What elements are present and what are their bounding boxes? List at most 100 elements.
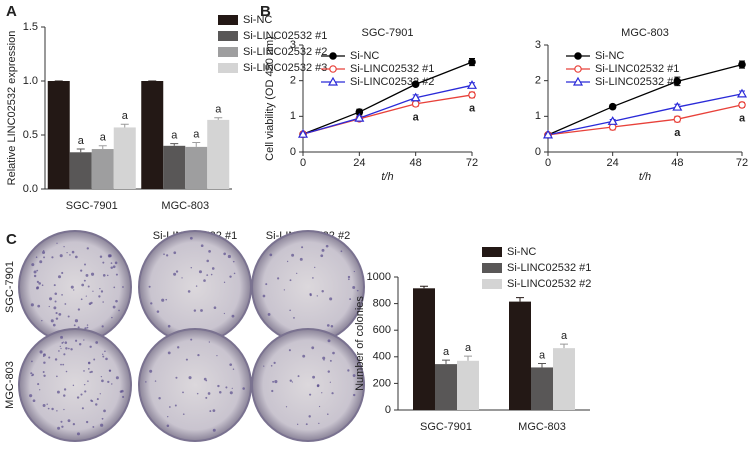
photo-row-label: SGC-7901	[4, 261, 16, 313]
colony-spot	[148, 285, 151, 288]
error-bar	[420, 285, 428, 289]
error-bar	[214, 117, 223, 120]
colony-spot	[165, 298, 168, 301]
legend-label: Si-NC	[595, 50, 624, 62]
colony-spot	[95, 403, 98, 406]
colony-spot	[173, 272, 177, 276]
y-tick-label: 200	[373, 377, 391, 389]
colony-spot	[216, 355, 218, 357]
colony-spot	[114, 261, 118, 265]
colony-spot	[316, 295, 318, 297]
colony-spot	[352, 285, 356, 289]
bar	[47, 81, 70, 189]
colony-spot	[91, 400, 94, 403]
colony-spot	[63, 408, 65, 411]
error-bar	[560, 343, 568, 349]
colony-spot	[163, 253, 165, 256]
colony-spot	[182, 391, 184, 394]
colony-spot	[352, 374, 356, 377]
colony-spot	[57, 426, 61, 430]
colony-spot	[145, 381, 147, 383]
colony-spot	[308, 415, 311, 418]
colony-spot	[86, 326, 89, 329]
y-tick-label: 0.0	[23, 183, 38, 195]
marker	[572, 76, 584, 86]
colony-spot	[100, 290, 104, 293]
colony-spot	[90, 370, 93, 373]
colony-spot	[100, 375, 103, 378]
colony-spot	[54, 300, 57, 303]
colony-spot	[29, 394, 33, 398]
legend-swatch	[482, 279, 502, 289]
colony-spot	[43, 353, 45, 355]
colony-spot	[187, 290, 191, 293]
marker	[354, 112, 365, 122]
x-tick-label: 0	[300, 157, 306, 169]
colony-spot	[288, 349, 291, 352]
colony-spot	[208, 250, 211, 253]
colony-spot	[61, 342, 64, 344]
marker	[574, 52, 582, 60]
colony-spot	[286, 260, 289, 263]
marker	[673, 115, 682, 123]
colony-spot	[61, 293, 63, 296]
colony-spot	[206, 259, 209, 263]
colony-spot	[43, 256, 45, 259]
series-line	[547, 63, 743, 136]
colony-spot	[30, 372, 33, 375]
series-line	[302, 84, 473, 135]
colony-spot	[198, 270, 202, 274]
colony-spot	[329, 359, 332, 362]
legend-label: Si-LINC02532 #1	[243, 30, 327, 42]
x-tick-label: 72	[736, 157, 748, 169]
colony-spot	[102, 274, 106, 277]
marker	[736, 88, 748, 98]
colony-spot	[102, 261, 105, 264]
x-tick-label: MGC-803	[161, 200, 209, 212]
colony-spot	[161, 298, 165, 302]
colony-spot	[54, 292, 58, 295]
colony-spot	[347, 278, 350, 281]
colony-spot	[60, 347, 62, 350]
x-tick-label: SGC-7901	[66, 200, 118, 212]
y-tick-label: 0.5	[23, 129, 38, 141]
marker	[607, 116, 618, 125]
marker	[410, 92, 421, 102]
colony-spot	[41, 319, 43, 322]
bar	[509, 301, 531, 410]
colony-spot	[67, 419, 71, 423]
y-tick-label: 2	[535, 75, 541, 87]
colony-spot	[327, 413, 329, 415]
marker	[329, 52, 337, 60]
colony-spot	[200, 309, 203, 312]
colony-spot	[219, 391, 222, 394]
colony-spot	[291, 381, 294, 383]
colony-spot	[316, 384, 320, 388]
colony-spot	[92, 425, 95, 428]
error-bar	[464, 355, 472, 361]
marker	[468, 58, 476, 66]
colony-spot	[70, 285, 74, 289]
colony-spot	[84, 263, 86, 266]
colony-spot	[189, 236, 193, 240]
colony-spot	[74, 319, 79, 323]
colony-spot	[48, 356, 51, 359]
colony-spot	[325, 244, 329, 248]
colony-spot	[101, 379, 104, 383]
colony-spot	[113, 286, 116, 289]
colony-spot	[42, 371, 45, 374]
chart-title: SGC-7901	[362, 27, 414, 39]
colony-spot	[51, 256, 54, 259]
colony-spot	[309, 393, 312, 396]
legend-label: Si-LINC02532 #2	[595, 76, 679, 88]
colony-spot	[60, 363, 62, 366]
bar	[531, 367, 553, 410]
colony-spot	[83, 383, 86, 386]
colony-spot	[56, 390, 60, 394]
colony-spot	[265, 283, 268, 286]
colony-spot	[273, 361, 276, 364]
x-tick-label: 48	[671, 157, 683, 169]
colony-spot	[39, 389, 41, 391]
y-tick-label: 1	[290, 110, 296, 122]
panel-label: B	[260, 3, 271, 20]
